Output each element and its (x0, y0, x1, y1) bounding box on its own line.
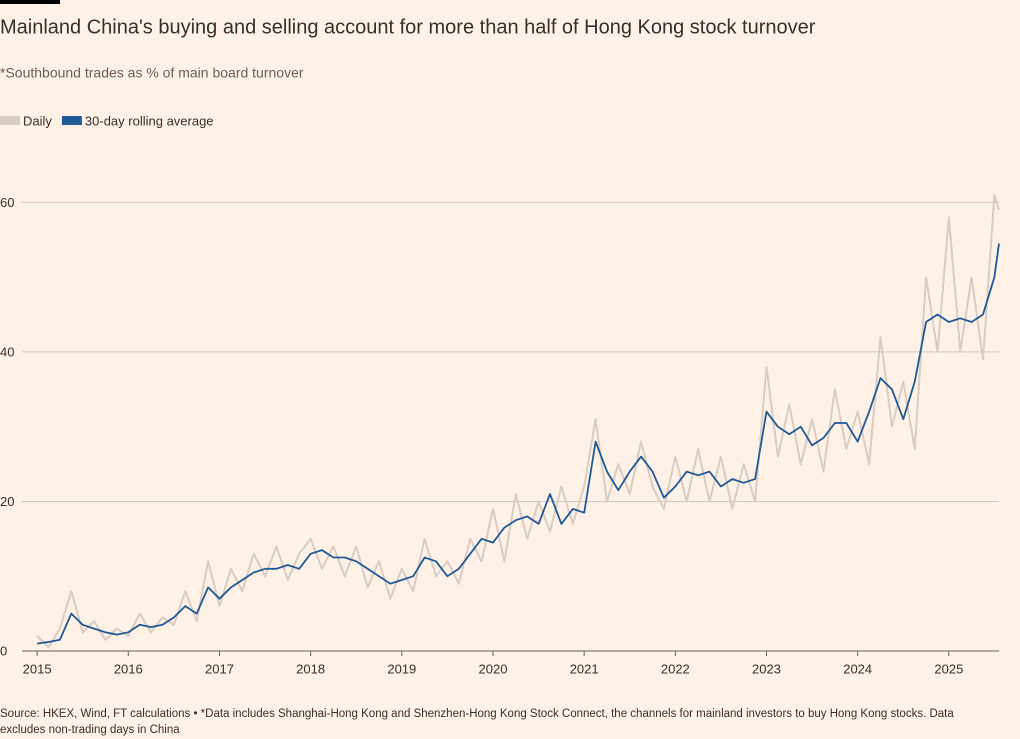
source: Source: HKEX, Wind, FT calculations • *D… (0, 708, 954, 736)
x-tick-label: 2017 (205, 661, 234, 676)
x-tick-label: 2020 (479, 661, 508, 676)
y-tick-label: 60 (0, 195, 14, 210)
chart-subtitle: *Southbound trades as % of main board tu… (0, 65, 304, 81)
y-tick-label: 0 (0, 643, 7, 658)
x-tick-label: 2023 (752, 661, 781, 676)
chart-title: Mainland China's buying and selling acco… (0, 16, 816, 38)
series-line (36, 243, 1000, 645)
y-tick-label: 20 (0, 494, 14, 509)
x-tick-label: 2025 (934, 661, 963, 676)
series-line (36, 193, 1000, 649)
source-box: Source: HKEX, Wind, FT calculations • *D… (0, 708, 954, 736)
x-tick-label: 2021 (570, 661, 599, 676)
legend-label: 30-day rolling average (85, 113, 214, 128)
brand-bar (0, 0, 60, 4)
x-tick-label: 2018 (296, 661, 325, 676)
x-tick-label: 2024 (843, 661, 872, 676)
legend-label: Daily (23, 113, 52, 128)
y-tick-label: 40 (0, 344, 14, 359)
legend-swatch (61, 116, 82, 125)
x-tick-label: 2022 (661, 661, 690, 676)
x-tick-label: 2019 (387, 661, 416, 676)
x-tick-label: 2015 (23, 661, 52, 676)
legend-swatch (0, 116, 20, 125)
x-tick-label: 2016 (114, 661, 143, 676)
